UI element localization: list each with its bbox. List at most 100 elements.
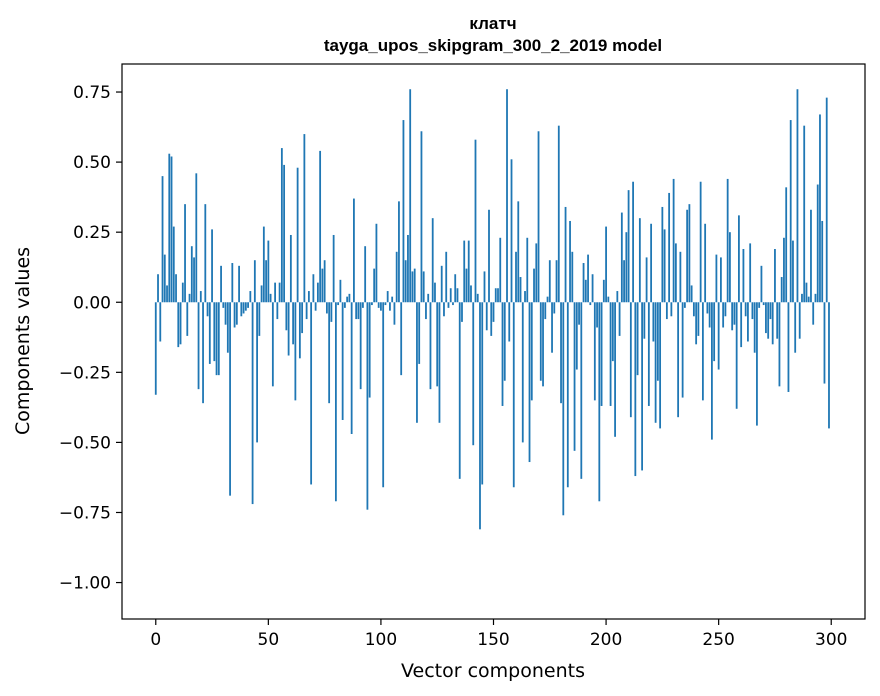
bar-71 <box>314 302 317 311</box>
bar-167 <box>530 302 533 401</box>
bar-12 <box>181 282 184 303</box>
bar-139 <box>467 240 470 303</box>
bar-214 <box>636 302 639 376</box>
bar-243 <box>701 302 704 401</box>
bar-27 <box>215 302 218 376</box>
bar-45 <box>256 302 258 443</box>
bar-127 <box>440 265 443 303</box>
bar-249 <box>715 254 718 303</box>
x-tick-label: 50 <box>258 630 280 650</box>
bar-228 <box>668 192 671 303</box>
bar-278 <box>780 277 783 303</box>
bar-0 <box>154 302 157 395</box>
bar-85 <box>346 296 349 303</box>
bar-276 <box>776 302 779 339</box>
bar-53 <box>274 282 276 303</box>
bar-262 <box>744 302 747 317</box>
bar-285 <box>796 89 799 303</box>
bar-108 <box>398 201 400 303</box>
bar-132 <box>452 302 454 306</box>
bar-4 <box>163 254 166 303</box>
bar-112 <box>407 234 409 303</box>
bar-284 <box>794 302 797 353</box>
bar-137 <box>463 240 466 303</box>
bar-192 <box>587 254 589 303</box>
bar-245 <box>706 302 709 314</box>
bar-227 <box>665 302 668 320</box>
bar-124 <box>434 282 436 303</box>
x-axis-ticks: 0 50 100 150 200 250 300 <box>150 619 847 650</box>
bar-101 <box>382 302 385 488</box>
bar-185 <box>571 251 574 303</box>
bar-52 <box>271 302 274 387</box>
bar-13 <box>184 204 186 303</box>
bar-259 <box>738 215 740 303</box>
bar-186 <box>573 302 576 451</box>
bar-231 <box>674 243 677 303</box>
bar-61 <box>292 302 295 345</box>
bar-182 <box>564 206 567 303</box>
bar-283 <box>792 240 794 303</box>
bar-198 <box>600 302 603 406</box>
bar-293 <box>814 293 817 303</box>
bar-35 <box>233 302 236 328</box>
bar-274 <box>771 302 774 345</box>
bar-212 <box>632 181 634 303</box>
bar-265 <box>751 302 754 320</box>
bar-239 <box>692 302 695 317</box>
bar-190 <box>582 263 585 303</box>
bar-88 <box>353 198 355 303</box>
bar-126 <box>438 302 441 423</box>
y-tick-label: 0.75 <box>73 83 111 103</box>
bar-41 <box>247 302 249 308</box>
bar-286 <box>798 302 801 339</box>
bar-229 <box>670 302 673 317</box>
bar-20 <box>199 291 202 303</box>
bar-281 <box>787 302 790 392</box>
bar-240 <box>695 302 698 345</box>
bar-48 <box>262 226 265 303</box>
bar-16 <box>190 246 193 303</box>
bar-142 <box>474 139 477 303</box>
bar-143 <box>476 293 479 303</box>
bar-21 <box>202 302 204 404</box>
bar-159 <box>512 302 515 488</box>
bar-168 <box>533 268 535 303</box>
bar-219 <box>647 302 650 406</box>
bars-group <box>154 89 830 530</box>
bar-158 <box>510 159 513 303</box>
bar-39 <box>242 302 245 314</box>
bar-164 <box>524 291 526 303</box>
y-axis-label: Components values <box>12 247 34 435</box>
bar-272 <box>767 302 770 339</box>
bar-147 <box>485 302 488 331</box>
bar-268 <box>758 302 761 308</box>
bar-280 <box>785 187 788 303</box>
bar-81 <box>337 302 340 306</box>
bar-257 <box>733 302 736 325</box>
bar-83 <box>341 302 344 420</box>
bar-133 <box>454 274 457 303</box>
bar-70 <box>312 274 315 303</box>
bar-106 <box>393 302 396 325</box>
bar-195 <box>593 302 596 401</box>
bar-131 <box>449 288 452 303</box>
bar-47 <box>260 285 263 303</box>
bar-123 <box>431 218 434 303</box>
bar-269 <box>760 265 763 303</box>
x-tick-label: 0 <box>150 630 161 650</box>
bar-74 <box>321 268 324 303</box>
bar-252 <box>722 302 725 328</box>
bar-289 <box>805 282 808 303</box>
y-axis-ticks: −1.00 −0.75 −0.50 −0.25 0.00 0.25 0.50 0.75 <box>59 83 122 594</box>
chart-subtitle: tayga_upos_skipgram_300_2_2019 model <box>324 36 662 55</box>
bar-156 <box>506 89 508 303</box>
bar-63 <box>296 167 299 303</box>
bar-217 <box>643 302 646 339</box>
bar-193 <box>589 302 592 306</box>
bar-277 <box>778 302 781 387</box>
bar-94 <box>366 302 369 510</box>
bar-287 <box>801 293 803 303</box>
x-tick-label: 150 <box>477 630 509 650</box>
bar-225 <box>661 206 664 303</box>
